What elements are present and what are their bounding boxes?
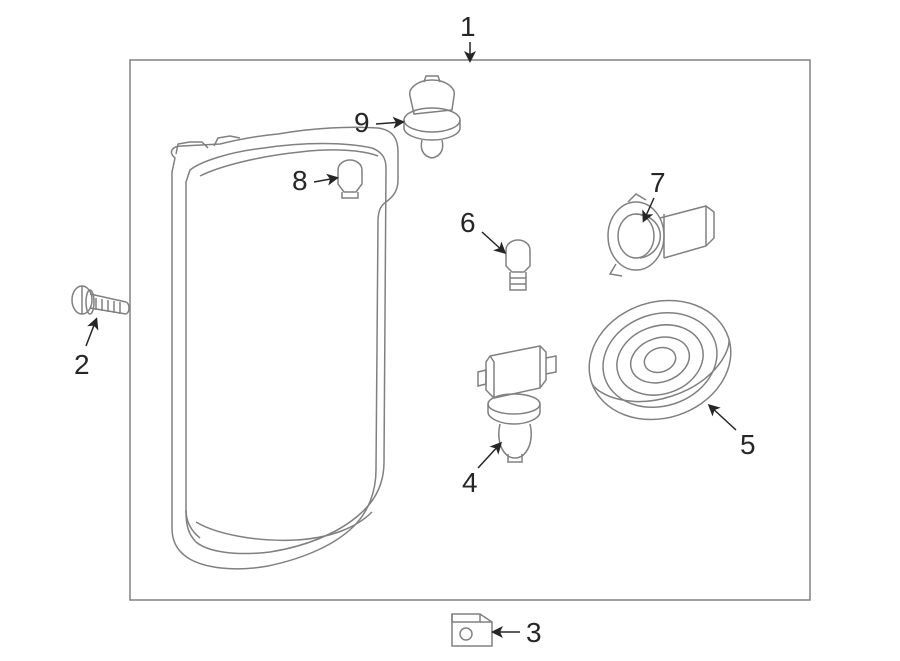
parts-diagram: 1 2 3 4 5 6 7 8 9 [0,0,900,661]
part-small-bulb [506,240,530,290]
part-marker-bulb [338,160,362,198]
part-dust-cover [574,283,747,438]
part-headlamp-assembly [171,127,398,569]
label-4: 4 [462,467,478,498]
label-2: 2 [74,349,90,380]
label-6: 6 [460,207,476,238]
part-socket [608,194,714,276]
label-9: 9 [354,107,370,138]
part-main-bulb [478,346,556,462]
label-5: 5 [740,429,756,460]
label-3: 3 [526,617,542,648]
part-bolt [72,286,129,314]
label-1: 1 [460,11,476,42]
part-socket-top [404,76,460,158]
callouts: 1 2 3 4 5 6 7 8 9 [74,11,756,648]
label-7: 7 [650,167,666,198]
part-bracket [452,614,492,646]
label-8: 8 [292,165,308,196]
